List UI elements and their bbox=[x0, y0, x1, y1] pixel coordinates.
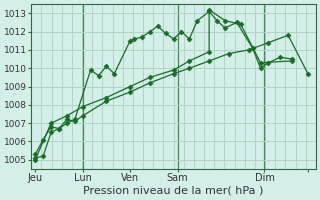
X-axis label: Pression niveau de la mer( hPa ): Pression niveau de la mer( hPa ) bbox=[84, 186, 264, 196]
